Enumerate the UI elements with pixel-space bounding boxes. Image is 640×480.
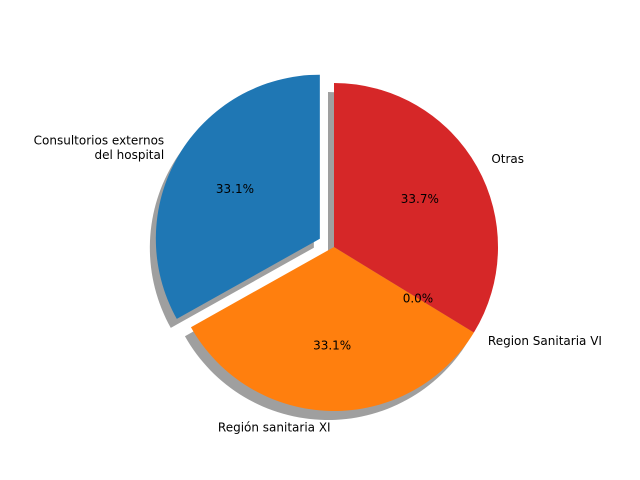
category-label-layer: Consultorios externos del hospital Región …: [34, 133, 602, 434]
category-label-line: Consultorios externos: [34, 133, 165, 147]
category-label-region-sanitaria-xi: Región sanitaria XI: [218, 420, 331, 434]
category-label-consultorios-externos-del-hospital: Consultorios externos del hospital: [34, 133, 165, 162]
category-label-region-sanitaria-vi: Region Sanitaria VI: [488, 334, 602, 348]
percent-label-region-sanitaria-vi: 0.0%: [403, 291, 434, 305]
percent-label-otras: 33.7%: [401, 192, 439, 206]
pie-slice-region-sanitaria-xi: [190, 247, 474, 411]
percent-label-layer: 33.1% 33.1% 0.0% 33.7%: [216, 182, 439, 352]
category-label-line: del hospital: [94, 148, 164, 162]
pie-slice-otras: [334, 83, 498, 333]
slice-layer: [155, 74, 498, 411]
category-label-line: Region Sanitaria VI: [488, 334, 602, 348]
percent-label-consultorios-externos-del-hospital: 33.1%: [216, 182, 254, 196]
pie-slice-consultorios-externos-del-hospital: [155, 74, 320, 319]
percent-label-region-sanitaria-xi: 33.1%: [313, 338, 351, 352]
category-label-line: Región sanitaria XI: [218, 420, 331, 434]
category-label-otras: Otras: [491, 152, 524, 166]
category-label-line: Otras: [491, 152, 524, 166]
